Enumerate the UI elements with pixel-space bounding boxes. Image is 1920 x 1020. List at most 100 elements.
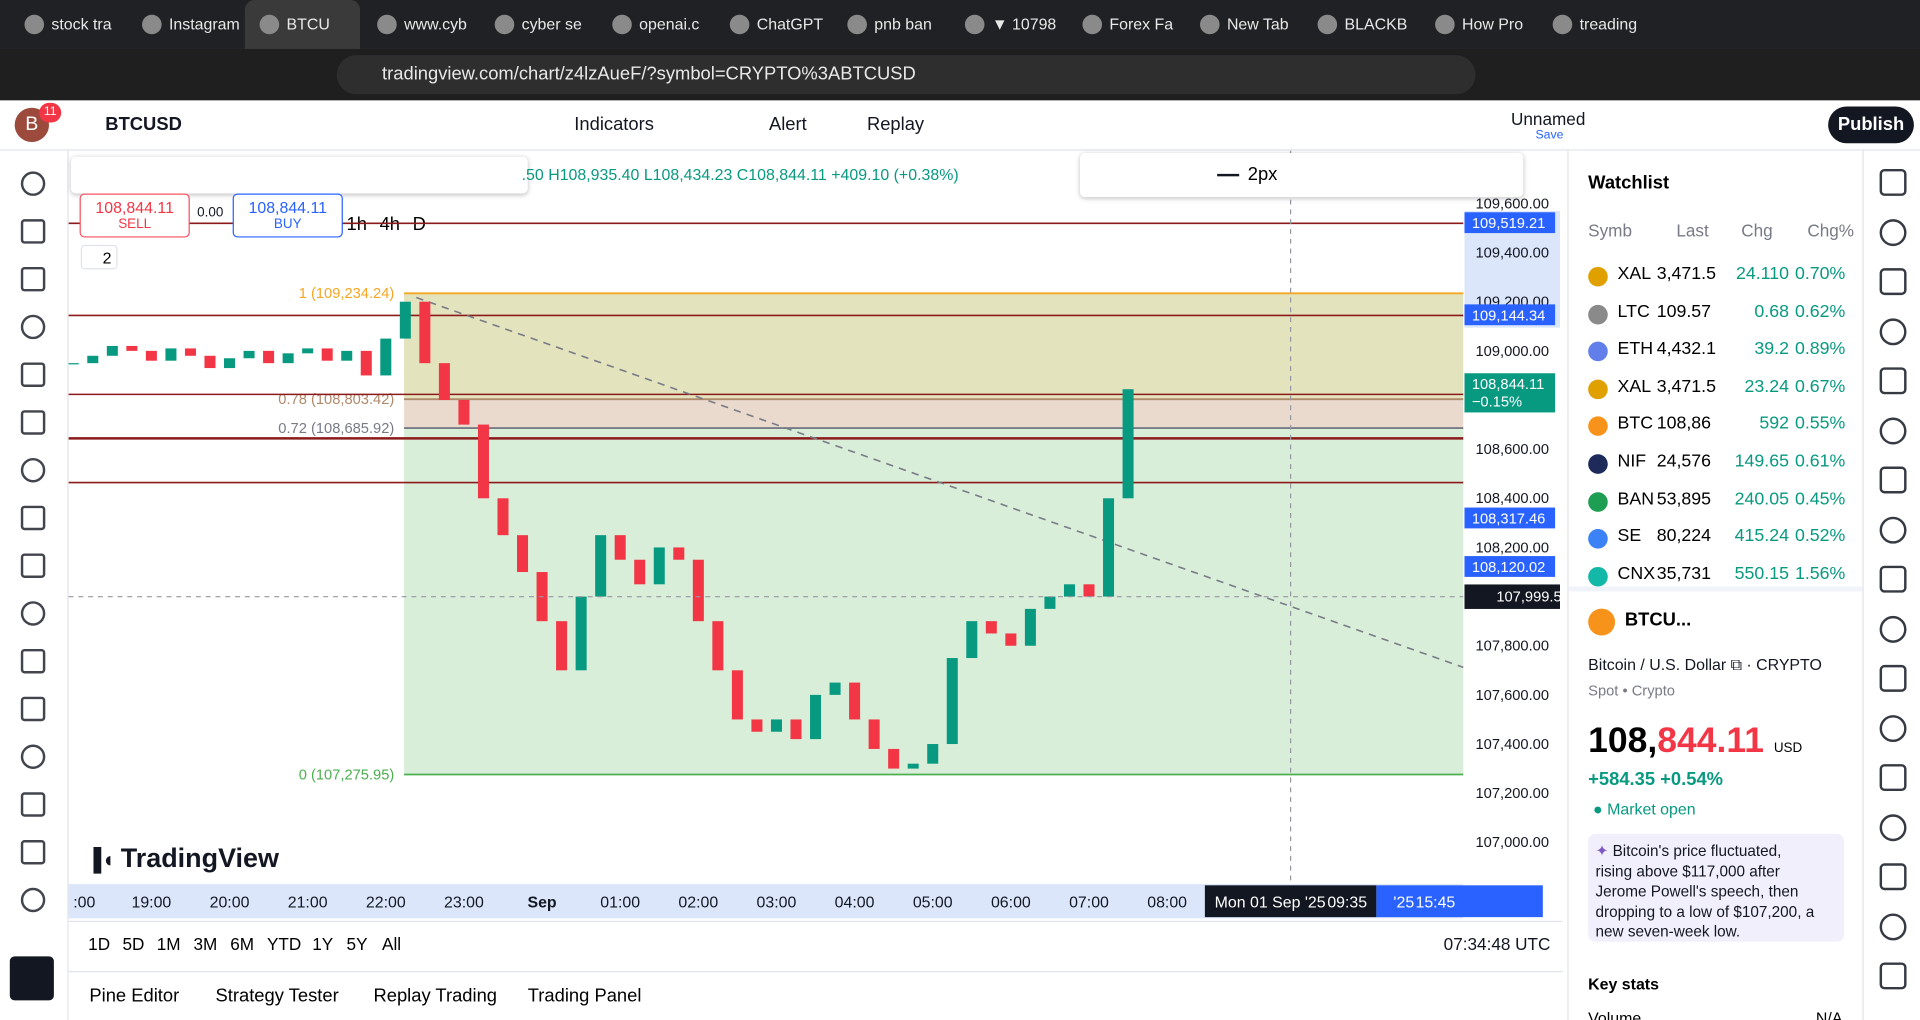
tab[interactable]: ChatGPT [715,0,830,49]
tool-icon[interactable] [20,171,46,196]
sell-button[interactable]: 108,844.11 SELL [79,193,190,238]
range[interactable]: All [382,934,402,954]
watchlist-cell[interactable]: XAL [1617,376,1652,397]
bottom-tab[interactable]: Strategy Tester [215,985,339,1007]
watchlist-cell[interactable]: NIF [1617,451,1647,472]
panel-icon[interactable] [1879,863,1907,891]
tab[interactable]: How Pro [1420,0,1535,49]
replay[interactable]: Replay [866,113,925,135]
panel-icon[interactable] [1879,466,1907,494]
tool-icon[interactable] [20,648,46,674]
tab[interactable]: ▼ 10798 [950,0,1065,49]
tool-icon[interactable] [20,840,46,865]
symbol[interactable]: BTCUSD [105,113,182,135]
x-tick-label: 06:00 [991,894,1031,911]
interval[interactable]: 4h [379,214,401,236]
layout-name[interactable]: Unnamed [1511,108,1586,129]
panel-icon[interactable] [1879,317,1907,345]
indicator-count[interactable]: 2 [80,244,118,270]
tab[interactable]: Forex Fa [1068,0,1183,49]
symbol-icon [1588,566,1608,587]
panel-icon[interactable] [1879,268,1907,296]
save[interactable]: Save [1535,128,1564,143]
buy-button[interactable]: 108,844.11 BUY [232,193,343,238]
tab[interactable]: New Tab [1185,0,1300,49]
watchlist-cell[interactable]: XAL [1617,264,1652,285]
tool-icon[interactable] [20,505,46,531]
panel-icon[interactable] [1879,664,1907,692]
panel-icon[interactable] [1879,764,1907,792]
watchlist-title[interactable]: Watchlist [1588,172,1670,194]
tool-icon[interactable] [20,887,46,913]
tab[interactable]: pnb ban [833,0,948,49]
tool-icon[interactable] [20,696,46,722]
range[interactable]: 5D [122,934,145,954]
tab[interactable]: stock tra [10,0,125,49]
tab[interactable]: BTCU [244,0,361,49]
x-tick-label: :00 [73,894,95,911]
tool-icon[interactable] [20,457,46,483]
tool-icon[interactable] [20,792,46,817]
candle [302,348,314,354]
bottom-tab[interactable]: Trading Panel [527,985,642,1007]
range[interactable]: 1Y [312,934,334,954]
interval[interactable]: 1h [346,214,367,236]
bottom-tab[interactable]: Replay Trading [373,985,498,1007]
watchlist-cell[interactable]: BAN [1617,489,1655,509]
panel-icon[interactable] [1879,416,1907,444]
panel-icon[interactable] [1879,168,1907,196]
range[interactable]: 1M [156,934,181,954]
ohlc-low: L108,434.23 [643,165,733,184]
symbol-icon [1588,304,1608,324]
tool-icon[interactable] [20,219,46,244]
candle [68,363,79,365]
tool-icon[interactable] [20,553,46,578]
tool-icon[interactable] [20,601,46,626]
range[interactable]: 3M [193,934,218,954]
tool-icon[interactable] [20,410,46,435]
tool-icon[interactable] [20,362,46,387]
tab[interactable]: openai.c [598,0,713,49]
tab[interactable]: treading [1538,0,1653,49]
tool-icon[interactable] [9,956,54,1001]
tool-icon[interactable] [20,266,46,292]
panel-icon[interactable] [1879,912,1907,940]
bottom-tab[interactable]: Pine Editor [89,985,180,1007]
range[interactable]: YTD [266,934,302,954]
panel-icon[interactable] [1879,813,1907,841]
line-width[interactable]: 2px [1247,164,1278,185]
range[interactable]: 1D [88,934,111,954]
candle [204,355,216,369]
panel-icon[interactable] [1879,565,1907,593]
tab[interactable]: BLACKB [1303,0,1418,49]
watchlist-cell[interactable]: BTC [1617,414,1654,434]
watchlist-cell[interactable]: CNX [1617,564,1656,584]
panel-icon[interactable] [1879,367,1907,395]
publish[interactable]: Publish [1828,106,1914,144]
tab[interactable]: Instagram [127,0,242,49]
symbol-icon [1588,454,1608,474]
watchlist-cell[interactable]: SE [1617,526,1642,547]
candle [321,348,333,361]
price-label-box [1464,304,1556,326]
tool-icon[interactable] [20,744,46,769]
alert[interactable]: Alert [768,113,807,135]
tab[interactable]: www.cyb [362,0,477,49]
tool-icon[interactable] [20,314,46,340]
panel-icon[interactable] [1879,714,1907,742]
panel-icon[interactable] [1879,962,1907,990]
watchlist-cell[interactable]: LTC [1617,301,1650,322]
panel-icon[interactable] [1879,218,1907,246]
range[interactable]: 5Y [346,934,368,954]
url-box[interactable] [336,55,1476,95]
panel-icon[interactable] [1879,516,1907,544]
watchlist-cell[interactable]: ETH [1617,339,1654,360]
buy: BUY [273,216,302,232]
interval[interactable]: D [412,214,426,236]
price-label: 109,144.34 [1472,308,1546,324]
tab[interactable]: cyber se [480,0,595,49]
indicators[interactable]: Indicators [574,113,654,135]
news-card[interactable]: ✦ Bitcoin's price fluctuated, rising abo… [1588,833,1845,942]
panel-icon[interactable] [1879,615,1907,643]
range[interactable]: 6M [230,934,255,954]
